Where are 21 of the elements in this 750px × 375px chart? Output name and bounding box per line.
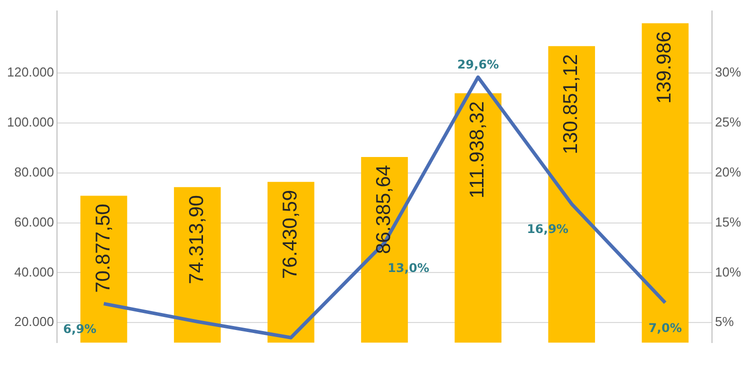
data-label: 86.385,64 — [373, 165, 395, 254]
y-tick-label: 80.000 — [14, 164, 54, 180]
data-label: 111.938,32 — [466, 101, 489, 198]
y-tick-label: 60.000 — [14, 214, 54, 230]
data-label: 29,6% — [457, 57, 499, 72]
y-tick-label: 120.000 — [6, 64, 54, 80]
y2-tick-label: 20% — [714, 164, 742, 180]
data-label: 70.877,50 — [92, 204, 114, 293]
y2-tick-label: 10% — [714, 264, 742, 280]
data-label: 74.313,90 — [186, 195, 208, 284]
data-label: 7,0% — [648, 320, 682, 335]
y2-tick-label: 30% — [714, 64, 742, 80]
y2-tick-label: 5% — [714, 314, 734, 330]
y-tick-label: 100.000 — [6, 114, 54, 130]
y2-tick-label: 15% — [714, 214, 742, 230]
data-label: 76.430,59 — [279, 190, 302, 279]
y2-tick-label: 25% — [714, 114, 742, 130]
data-label: 130.851,12 — [560, 54, 582, 154]
y-tick-label: 20.000 — [14, 314, 54, 330]
y-tick-label: 40.000 — [14, 264, 54, 280]
data-label: 139.986 — [654, 31, 676, 104]
